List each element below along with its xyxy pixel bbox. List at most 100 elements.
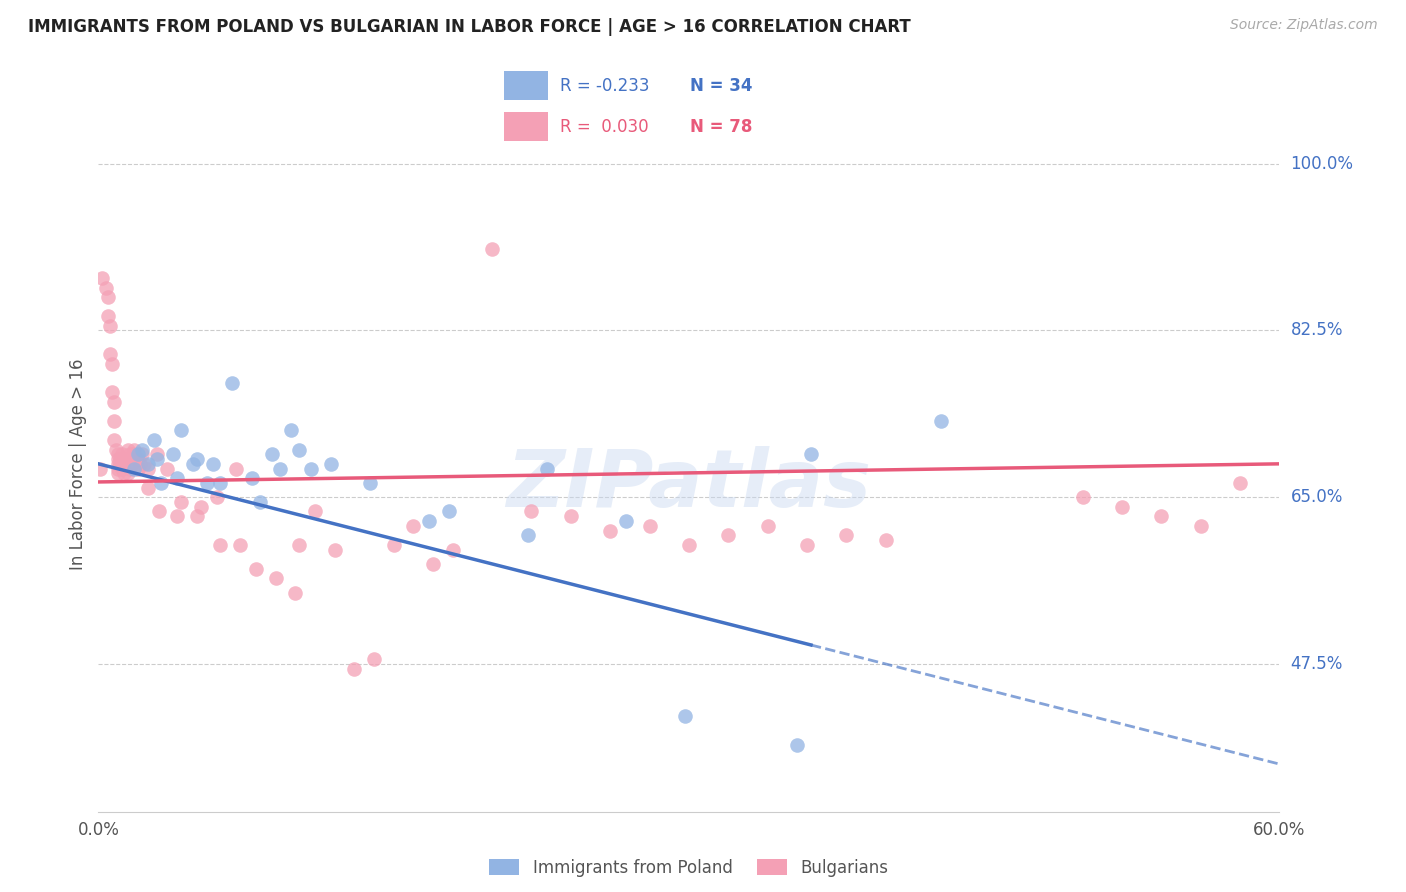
Point <box>717 528 740 542</box>
Point <box>1150 509 1173 524</box>
Point <box>91 271 114 285</box>
Point <box>127 447 149 461</box>
Point <box>148 504 170 518</box>
Point <box>264 571 287 585</box>
Point <box>127 461 149 475</box>
Point <box>117 467 139 481</box>
Point <box>186 452 208 467</box>
Point <box>304 504 326 518</box>
Bar <box>505 112 548 141</box>
Text: IMMIGRANTS FROM POLAND VS BULGARIAN IN LABOR FORCE | AGE > 16 CORRELATION CHART: IMMIGRANTS FROM POLAND VS BULGARIAN IN L… <box>28 18 911 36</box>
Point <box>103 414 125 428</box>
Point <box>181 457 204 471</box>
Point <box>107 467 129 481</box>
Text: Source: ZipAtlas.com: Source: ZipAtlas.com <box>1230 18 1378 32</box>
Point <box>516 528 538 542</box>
Point <box>319 457 342 471</box>
Point <box>209 538 232 552</box>
Point <box>673 709 696 723</box>
Point <box>638 518 661 533</box>
Point <box>299 461 322 475</box>
Text: N = 34: N = 34 <box>690 77 752 95</box>
Point <box>111 461 134 475</box>
Point <box>441 542 464 557</box>
Point <box>108 457 131 471</box>
Point <box>186 509 208 524</box>
Point <box>105 442 128 457</box>
Point <box>614 514 637 528</box>
Point <box>146 447 169 461</box>
Point <box>156 461 179 475</box>
Point <box>221 376 243 390</box>
Point <box>118 461 141 475</box>
Point <box>201 457 224 471</box>
Point <box>127 452 149 467</box>
Text: 47.5%: 47.5% <box>1291 655 1343 673</box>
Point <box>418 514 440 528</box>
Bar <box>505 71 548 100</box>
Point <box>323 542 346 557</box>
Text: R =  0.030: R = 0.030 <box>560 118 648 136</box>
Point <box>170 424 193 438</box>
Point <box>107 452 129 467</box>
Point <box>359 475 381 490</box>
Point <box>786 738 808 752</box>
Text: 100.0%: 100.0% <box>1291 154 1354 173</box>
Point <box>142 433 165 447</box>
Point <box>162 447 184 461</box>
Point <box>98 318 121 333</box>
Point <box>131 447 153 461</box>
Point <box>103 433 125 447</box>
Text: 82.5%: 82.5% <box>1291 321 1343 340</box>
Y-axis label: In Labor Force | Age > 16: In Labor Force | Age > 16 <box>69 358 87 570</box>
Point <box>520 504 543 518</box>
Point <box>481 243 503 257</box>
Point <box>288 538 311 552</box>
Point <box>101 385 124 400</box>
Point <box>284 585 307 599</box>
Point <box>437 504 460 518</box>
Point <box>103 395 125 409</box>
Point <box>108 452 131 467</box>
Point <box>128 457 150 471</box>
Point <box>800 447 823 461</box>
Point <box>875 533 897 547</box>
Point <box>166 471 188 485</box>
Point <box>89 461 111 475</box>
Point <box>225 461 247 475</box>
Point <box>260 447 283 461</box>
Point <box>150 475 173 490</box>
Point <box>382 538 405 552</box>
Point <box>107 447 129 461</box>
Point <box>245 562 267 576</box>
Point <box>422 557 444 571</box>
Point <box>796 538 818 552</box>
Point <box>195 475 218 490</box>
Point <box>929 414 952 428</box>
Point <box>132 457 155 471</box>
Point <box>136 457 159 471</box>
Legend: Immigrants from Poland, Bulgarians: Immigrants from Poland, Bulgarians <box>482 852 896 883</box>
Point <box>280 424 302 438</box>
Point <box>190 500 212 514</box>
Point <box>229 538 252 552</box>
Point <box>107 457 129 471</box>
Point <box>98 347 121 361</box>
Point <box>756 518 779 533</box>
Point <box>1071 490 1094 504</box>
Point <box>536 461 558 475</box>
Point <box>205 490 228 504</box>
Point <box>122 447 145 461</box>
Point <box>1229 475 1251 490</box>
Point <box>121 457 143 471</box>
Point <box>678 538 700 552</box>
Point <box>288 442 311 457</box>
Point <box>101 357 124 371</box>
Point <box>835 528 858 542</box>
Point <box>1189 518 1212 533</box>
Point <box>146 452 169 467</box>
Point <box>170 495 193 509</box>
Point <box>111 447 134 461</box>
Point <box>112 457 135 471</box>
Text: 65.0%: 65.0% <box>1291 488 1343 506</box>
